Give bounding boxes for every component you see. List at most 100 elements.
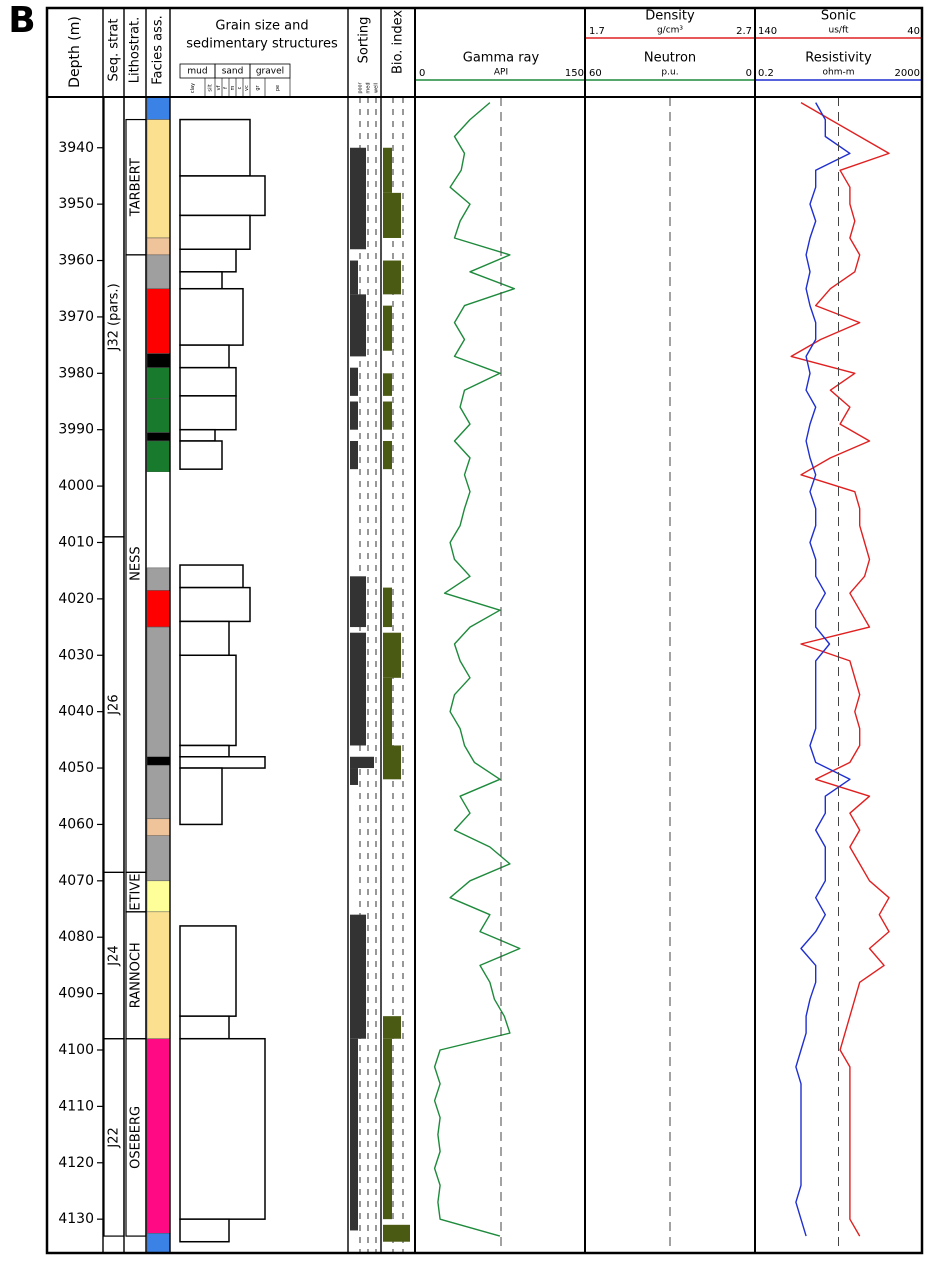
facies-interval xyxy=(147,255,170,289)
sorting-bar xyxy=(350,576,366,627)
track-name: Density xyxy=(645,9,695,24)
sorting-title: Sorting xyxy=(357,17,372,64)
depth-tick-label: 3940 xyxy=(58,140,94,156)
track-scale-min: 140 xyxy=(758,26,777,37)
depth-tick-label: 4050 xyxy=(58,760,94,776)
lithostrat-zone-label: TARBERT xyxy=(129,158,144,217)
seq_strat-zone-label: J24 xyxy=(107,945,122,966)
depth-tick-label: 4090 xyxy=(58,986,94,1002)
depth-tick-label: 4020 xyxy=(58,591,94,607)
sorting-bar xyxy=(350,633,366,746)
seq_strat-zone-label: J26 xyxy=(107,694,122,715)
grain-interval xyxy=(180,1039,265,1219)
track-scale-max: 2000 xyxy=(895,68,920,79)
facies-title: Facies ass. xyxy=(151,15,166,85)
grain-interval xyxy=(180,441,222,469)
sorting-bar xyxy=(350,915,366,1039)
depth-tick-label: 4080 xyxy=(58,929,94,945)
track-scale-min: 60 xyxy=(589,68,602,79)
grain-group-label: sand xyxy=(222,67,244,77)
grain-interval xyxy=(180,249,236,272)
facies-interval xyxy=(147,836,170,881)
sorting-bar xyxy=(350,368,358,396)
grain-class-label: f xyxy=(223,87,229,89)
track-unit: p.u. xyxy=(661,68,678,78)
depth-tick-label: 4130 xyxy=(58,1211,94,1227)
depth-tick-label: 4070 xyxy=(58,873,94,889)
sorting-bar xyxy=(350,757,374,768)
bio-bar xyxy=(383,1016,401,1039)
grain-interval xyxy=(180,430,215,441)
facies-interval xyxy=(147,354,170,368)
track-scale-min: 1.7 xyxy=(589,26,605,37)
sorting-bar xyxy=(350,148,366,250)
grain-interval xyxy=(180,745,229,756)
depth-tick-label: 4060 xyxy=(58,816,94,832)
depth-tick-label: 4030 xyxy=(58,647,94,663)
depth-tick-label: 3980 xyxy=(58,365,94,381)
lithostrat-zone-label: RANNOCH xyxy=(129,942,144,1008)
lithostrat-zone-label: OSEBERG xyxy=(129,1106,144,1169)
depth-tick-label: 4000 xyxy=(58,478,94,494)
grain-class-label: pe xyxy=(275,85,281,91)
seq_strat-zone-label: J22 xyxy=(107,1127,122,1148)
grain-interval xyxy=(180,345,229,368)
bio-bar xyxy=(383,441,392,469)
track-scale-max: 2.7 xyxy=(736,26,752,37)
grain-interval xyxy=(180,588,250,622)
grain-interval xyxy=(180,768,222,824)
sorting-level-label: well xyxy=(374,83,380,93)
depth-tick-label: 4040 xyxy=(58,704,94,720)
facies-interval xyxy=(147,238,170,255)
grain-title: sedimentary structures xyxy=(186,37,338,52)
seq_strat-zone-label: J32 (pars.) xyxy=(107,283,122,351)
track-name: Gamma ray xyxy=(463,51,540,66)
grain-interval xyxy=(180,289,243,345)
track-unit: us/ft xyxy=(829,26,849,36)
facies-interval xyxy=(147,1039,170,1234)
grain-interval xyxy=(180,396,236,430)
facies-interval xyxy=(147,765,170,819)
grain-interval xyxy=(180,1016,229,1039)
depth-tick-label: 4110 xyxy=(58,1098,94,1114)
depth-tick-label: 4100 xyxy=(58,1042,94,1058)
bio-bar xyxy=(383,306,392,351)
grain-interval xyxy=(180,565,243,588)
track-unit: ohm-m xyxy=(823,68,855,78)
grain-class-label: vf xyxy=(216,85,222,90)
sorting-bar xyxy=(350,768,358,785)
grain-interval xyxy=(180,368,236,396)
grain-class-label: silt xyxy=(208,84,214,91)
bio-bar xyxy=(383,678,392,746)
sorting-bar xyxy=(350,402,358,430)
depth-tick-label: 3960 xyxy=(58,253,94,269)
grain-interval xyxy=(180,272,222,289)
facies-interval xyxy=(147,912,170,1039)
grain-class-label: clay xyxy=(190,83,196,93)
grain-interval xyxy=(180,176,265,215)
depth-axis-title: Depth (m) xyxy=(67,16,83,88)
facies-interval xyxy=(147,433,170,441)
grain-interval xyxy=(180,621,229,655)
seq-strat-title: Seq. strat xyxy=(107,18,122,81)
lithostrat-title: Lithostrat. xyxy=(128,17,143,84)
facies-interval xyxy=(147,399,170,433)
grain-interval xyxy=(180,1219,229,1242)
sorting-bar xyxy=(350,1039,358,1231)
depth-tick-label: 4010 xyxy=(58,534,94,550)
lithostrat-zone-label: ETIVE xyxy=(129,874,144,911)
depth-tick-label: 4120 xyxy=(58,1155,94,1171)
facies-interval xyxy=(147,120,170,238)
grain-interval xyxy=(180,757,265,768)
facies-interval xyxy=(147,757,170,765)
facies-interval xyxy=(147,819,170,836)
bio-bar xyxy=(383,261,401,295)
facies-interval xyxy=(147,472,170,568)
track-name: Sonic xyxy=(821,9,856,24)
bio-bar xyxy=(383,1039,392,1219)
bio-bar xyxy=(383,633,401,678)
grain-interval xyxy=(180,215,250,249)
well-log-figure: B Depth (m) Seq. strat Lithostrat. Facie… xyxy=(0,0,940,1265)
panel-label: B xyxy=(8,0,35,41)
facies-interval xyxy=(147,590,170,627)
